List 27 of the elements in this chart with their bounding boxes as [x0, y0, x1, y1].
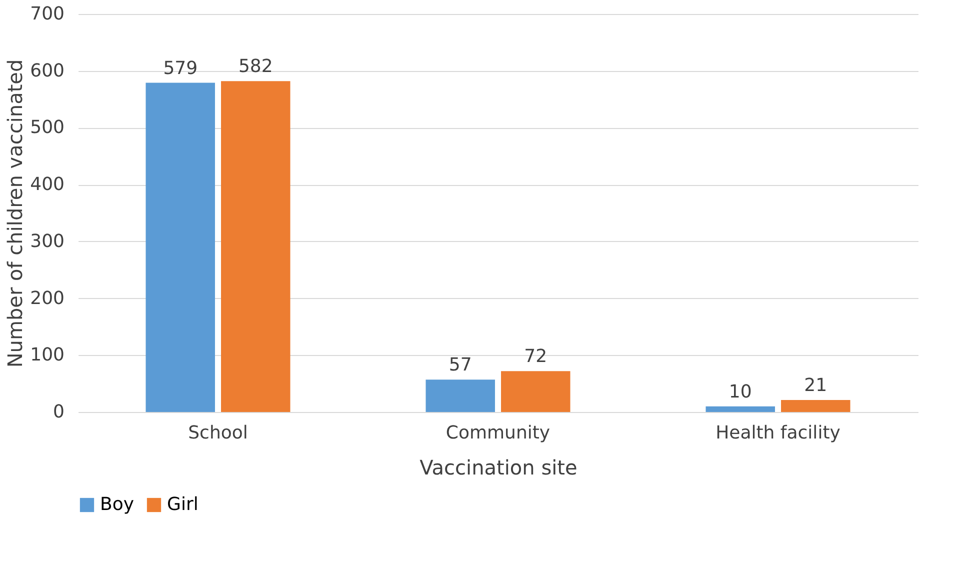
y-axis-title: Number of children vaccinated: [3, 59, 28, 368]
bar: [501, 371, 570, 412]
bar: [221, 81, 290, 412]
y-tick-label: 200: [30, 288, 64, 309]
data-label: 10: [728, 381, 752, 402]
data-label: 57: [448, 354, 472, 376]
y-tick-label: 600: [30, 60, 64, 82]
data-label: 21: [804, 375, 828, 396]
x-tick-label: School: [188, 422, 248, 444]
bar: [706, 406, 775, 412]
y-tick-label: 0: [53, 402, 64, 422]
x-tick-label: Health facility: [716, 422, 841, 444]
legend-label: Boy: [100, 494, 134, 515]
data-label: 582: [238, 56, 273, 78]
y-tick-label: 400: [30, 174, 64, 196]
x-tick-label: Community: [446, 422, 550, 444]
y-tick-label: 700: [30, 4, 64, 24]
bar: [426, 380, 495, 412]
bar: [781, 400, 850, 412]
data-label: 579: [163, 58, 198, 79]
y-tick-label: 300: [30, 230, 64, 252]
data-label: 72: [524, 346, 548, 368]
bar: [146, 82, 215, 412]
y-tick-label: 500: [30, 117, 64, 138]
y-tick-label: 100: [30, 344, 64, 366]
legend-label: Girl: [167, 494, 198, 515]
x-axis-title: Vaccination site: [420, 456, 578, 480]
